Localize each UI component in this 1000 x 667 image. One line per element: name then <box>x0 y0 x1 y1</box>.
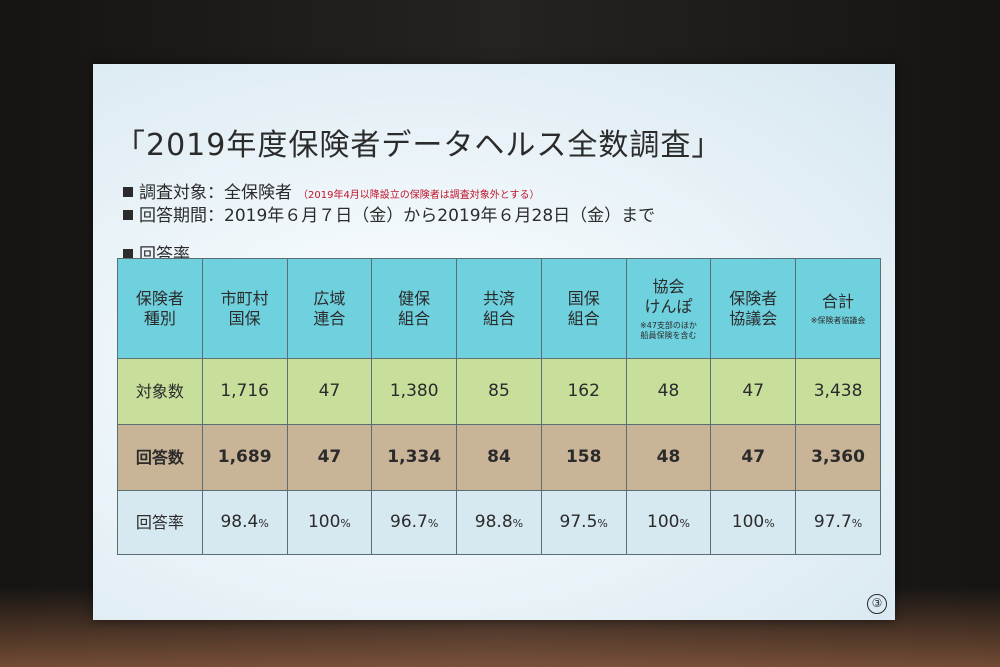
table-cell: 97.7% <box>795 490 881 555</box>
table-cell: 48 <box>625 424 712 491</box>
table-cell: 1,380 <box>371 358 458 425</box>
table-cell: 1,334 <box>371 424 458 491</box>
table-cell: 3,360 <box>795 424 881 491</box>
table-row: 回答率 98.4% 100% 96.7% 98.8% 97.5% 100% 10… <box>117 490 881 555</box>
table-cell: 96.7% <box>371 490 458 555</box>
table-cell: 47 <box>710 424 797 491</box>
table-cell: 48 <box>625 358 712 425</box>
header-cell: 広域 連合 <box>286 258 373 359</box>
table-cell: 97.5% <box>540 490 627 555</box>
header-cell: 共済 組合 <box>456 258 542 359</box>
table-cell: 158 <box>540 424 627 491</box>
header-cell: 国保 組合 <box>540 258 627 359</box>
bullet-answer-period: 回答期間：2019年６月７日（金）から2019年６月28日（金）まで <box>123 205 883 228</box>
bullet-text: 調査対象：全保険者 <box>139 183 292 203</box>
row-label: 回答率 <box>117 490 203 555</box>
response-rate-table: 保険者 種別 市町村 国保 広域 連合 健保 組合 共済 組合 国保 組合 協会 けんぽ ※47… <box>117 258 881 555</box>
table-cell: 85 <box>456 358 542 425</box>
table-cell: 100% <box>286 490 373 555</box>
header-cell: 協会 けんぽ ※47支部のほか 船員保険を含む <box>625 258 712 359</box>
bullet-square-icon <box>123 187 133 197</box>
table-row: 対象数 1,716 47 1,380 85 162 48 47 3,438 <box>117 358 881 425</box>
table-cell: 1,716 <box>201 358 288 425</box>
table-cell: 98.8% <box>456 490 542 555</box>
table-cell: 84 <box>456 424 542 491</box>
table-cell: 1,689 <box>201 424 288 491</box>
header-cell: 合計 ※保険者協議会 <box>795 258 881 359</box>
bullet-square-icon <box>123 249 133 259</box>
table-cell: 47 <box>710 358 797 425</box>
bullet-text: 回答期間：2019年６月７日（金）から2019年６月28日（金）まで <box>139 206 656 226</box>
slide-title: 「2019年度保険者データヘルス全数調査」 <box>115 128 723 163</box>
table-header-row: 保険者 種別 市町村 国保 広域 連合 健保 組合 共済 組合 国保 組合 協会 けんぽ ※47… <box>117 258 881 359</box>
header-cell: 市町村 国保 <box>201 258 288 359</box>
table-cell: 100% <box>625 490 712 555</box>
table-row: 回答数 1,689 47 1,334 84 158 48 47 3,360 <box>117 424 881 491</box>
header-footnote: ※47支部のほか 船員保険を含む <box>640 320 697 340</box>
table-cell: 47 <box>286 424 373 491</box>
header-cell: 保険者 協議会 <box>710 258 797 359</box>
bullet-square-icon <box>123 210 133 220</box>
table-cell: 162 <box>540 358 627 425</box>
header-cell: 健保 組合 <box>371 258 458 359</box>
row-label: 回答数 <box>117 424 203 491</box>
table-cell: 3,438 <box>795 358 881 425</box>
bullet-list: 調査対象：全保険者 （2019年4月以降設立の保険者は調査対象外とする） 回答期間… <box>123 182 883 228</box>
bullet-note: （2019年4月以降設立の保険者は調査対象外とする） <box>298 190 540 201</box>
header-footnote: ※保険者協議会 <box>810 315 866 325</box>
table-cell: 98.4% <box>201 490 288 555</box>
page-number: ③ <box>867 594 887 614</box>
header-cell: 保険者 種別 <box>117 258 203 359</box>
table-cell: 47 <box>286 358 373 425</box>
table-cell: 100% <box>710 490 797 555</box>
row-label: 対象数 <box>117 358 203 425</box>
bullet-survey-target: 調査対象：全保険者 （2019年4月以降設立の保険者は調査対象外とする） <box>123 182 883 205</box>
presentation-slide: 「2019年度保険者データヘルス全数調査」 調査対象：全保険者 （2019年4月以… <box>93 64 895 620</box>
